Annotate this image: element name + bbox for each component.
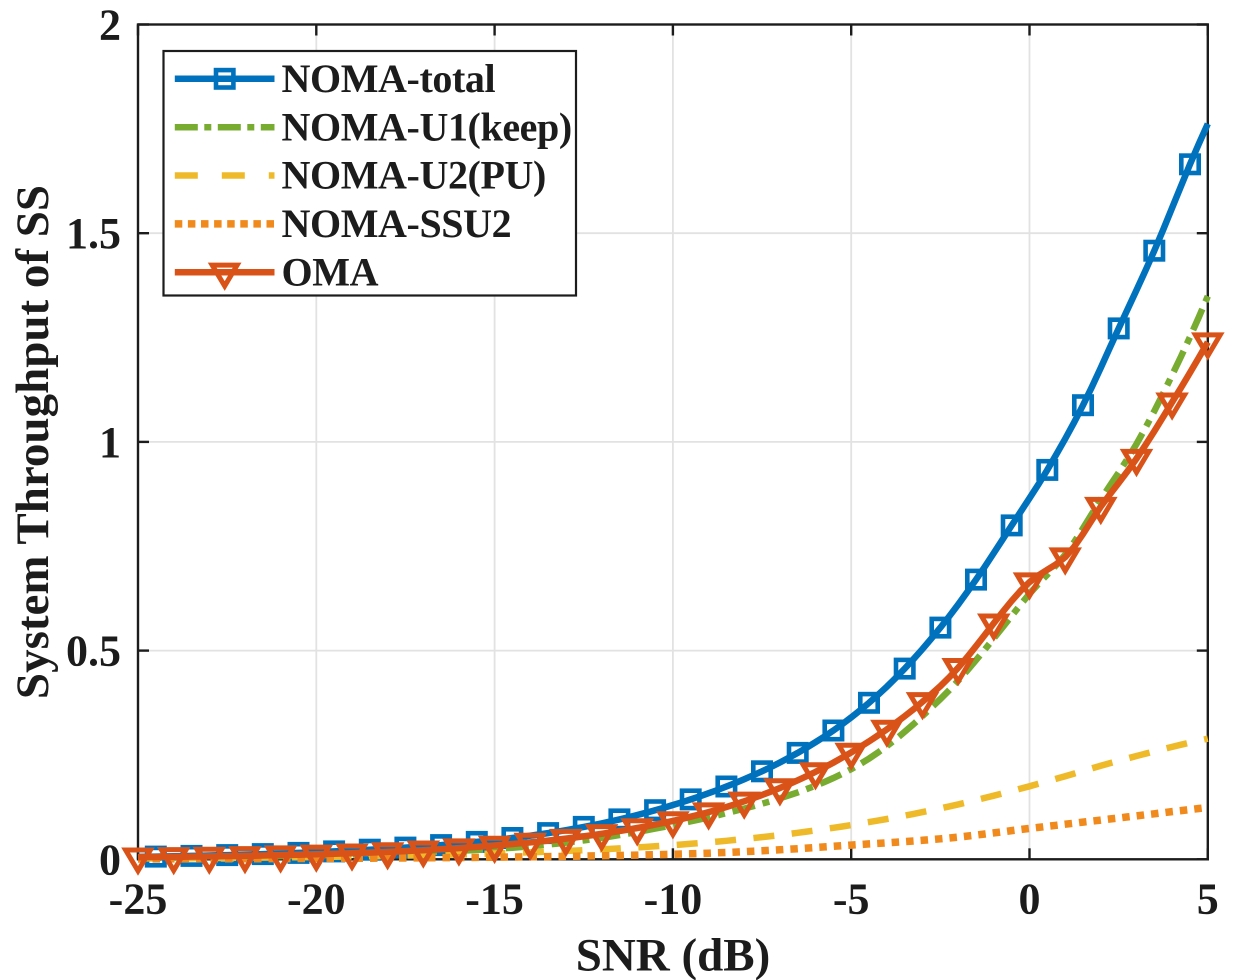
svg-text:5: 5 [1197,875,1219,924]
svg-text:2: 2 [99,1,121,50]
svg-text:NOMA-SSU2: NOMA-SSU2 [282,201,512,246]
svg-text:NOMA-U2(PU): NOMA-U2(PU) [282,153,546,198]
svg-text:OMA: OMA [282,250,379,295]
svg-text:SNR (dB): SNR (dB) [576,930,771,980]
svg-text:1: 1 [99,418,121,467]
svg-text:0: 0 [1019,875,1041,924]
svg-text:-15: -15 [465,875,524,924]
svg-text:-25: -25 [109,875,168,924]
svg-text:NOMA-total: NOMA-total [282,56,496,101]
svg-text:NOMA-U1(keep): NOMA-U1(keep) [282,104,572,149]
svg-text:1.5: 1.5 [66,209,121,258]
svg-text:-5: -5 [833,875,870,924]
svg-text:0: 0 [99,835,121,884]
svg-text:System Throughput of SS: System Throughput of SS [7,185,59,699]
svg-text:-10: -10 [644,875,703,924]
svg-text:0.5: 0.5 [66,627,121,676]
svg-text:-20: -20 [287,875,346,924]
